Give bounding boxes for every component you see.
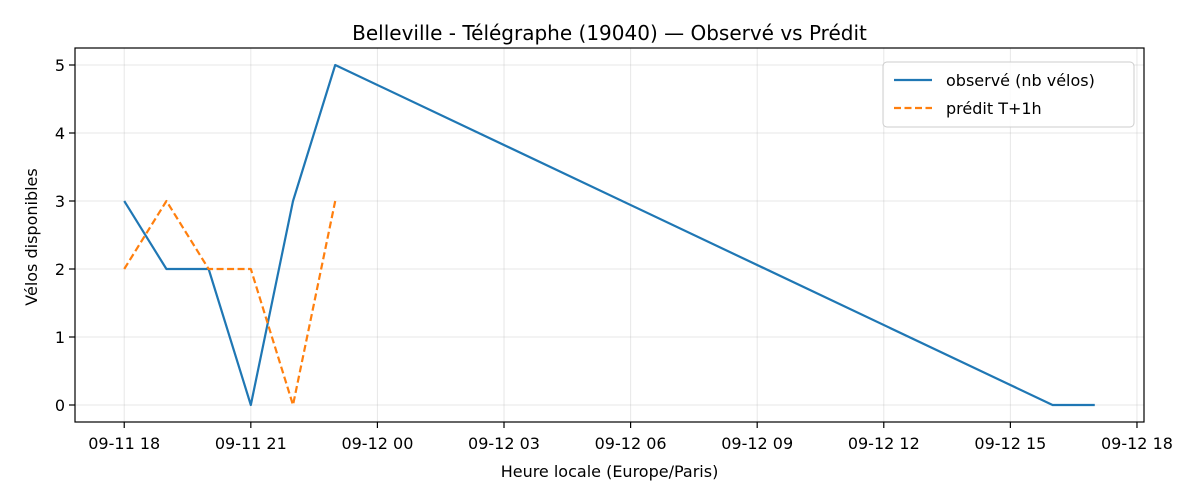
x-tick-label: 09-12 18 <box>1101 434 1173 453</box>
y-tick-label: 0 <box>55 396 65 415</box>
y-tick-label: 3 <box>55 192 65 211</box>
x-axis-label: Heure locale (Europe/Paris) <box>501 462 719 481</box>
legend-box <box>882 61 1135 128</box>
legend-label: prédit T+1h <box>946 99 1042 118</box>
x-tick-label: 09-12 06 <box>595 434 667 453</box>
chart-title: Belleville - Télégraphe (19040) — Observ… <box>352 21 867 45</box>
plot-frame <box>74 47 1145 423</box>
y-axis-label: Vélos disponibles <box>22 168 41 305</box>
legend: observé (nb vélos) prédit T+1h <box>882 61 1135 128</box>
y-axis: 0 1 2 3 4 5 <box>55 56 75 415</box>
y-tick-label: 4 <box>55 124 65 143</box>
x-tick-label: 09-12 09 <box>721 434 793 453</box>
legend-label: observé (nb vélos) <box>946 71 1095 90</box>
legend-items: observé (nb vélos) prédit T+1h <box>894 71 1095 118</box>
y-tick-label: 5 <box>55 56 65 75</box>
series-line-observed <box>123 63 1095 407</box>
x-axis: 09-11 18 09-11 21 09-12 00 09-12 03 09-12 06… <box>88 422 1173 453</box>
x-tick-label: 09-12 15 <box>974 434 1046 453</box>
series-line-predicted <box>123 199 337 407</box>
x-tick-label: 09-11 21 <box>215 434 287 453</box>
x-tick-label: 09-12 03 <box>468 434 540 453</box>
series-layer <box>123 63 1095 407</box>
x-tick-label: 09-11 18 <box>88 434 160 453</box>
y-tick-label: 1 <box>55 328 65 347</box>
grid <box>75 48 1144 422</box>
y-tick-label: 2 <box>55 260 65 279</box>
x-tick-label: 09-12 00 <box>341 434 413 453</box>
x-tick-label: 09-12 12 <box>848 434 920 453</box>
